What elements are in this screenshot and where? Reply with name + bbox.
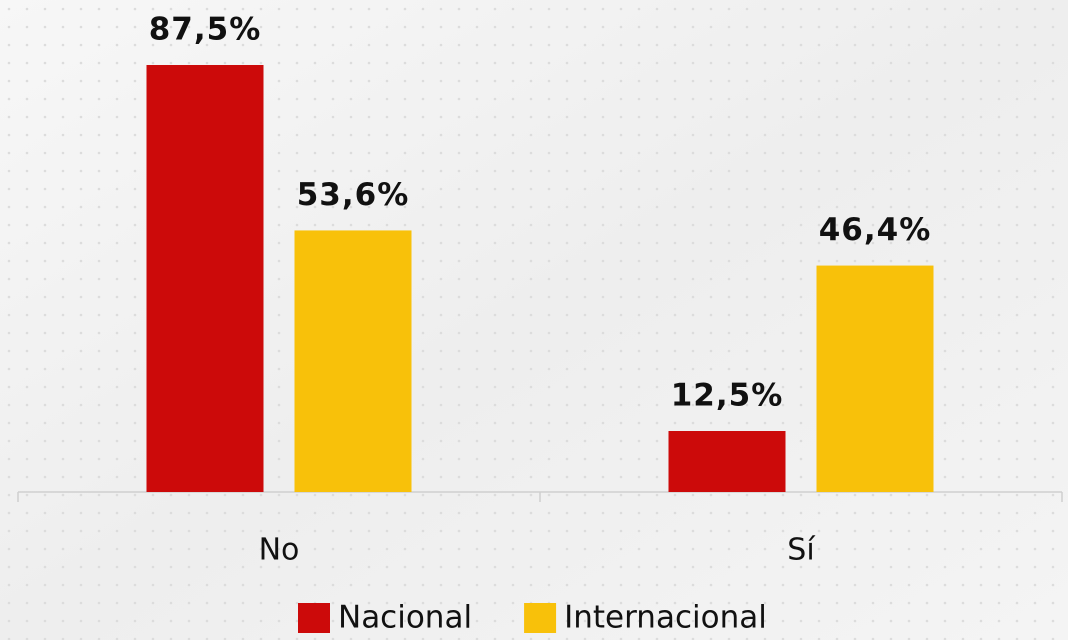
x-tick-label: No <box>259 533 300 568</box>
legend-label: Nacional <box>338 600 472 636</box>
value-label: 53,6% <box>297 177 410 213</box>
value-label: 12,5% <box>671 378 784 414</box>
bar <box>668 431 786 492</box>
bar <box>146 65 264 492</box>
x-tick-label: Sí <box>787 533 816 568</box>
bar <box>816 265 934 492</box>
legend-swatch <box>524 603 557 633</box>
value-label: 46,4% <box>819 212 932 248</box>
legend-label: Internacional <box>564 600 767 636</box>
bar <box>294 230 412 492</box>
legend-swatch <box>298 603 330 633</box>
value-label: 87,5% <box>149 12 262 48</box>
